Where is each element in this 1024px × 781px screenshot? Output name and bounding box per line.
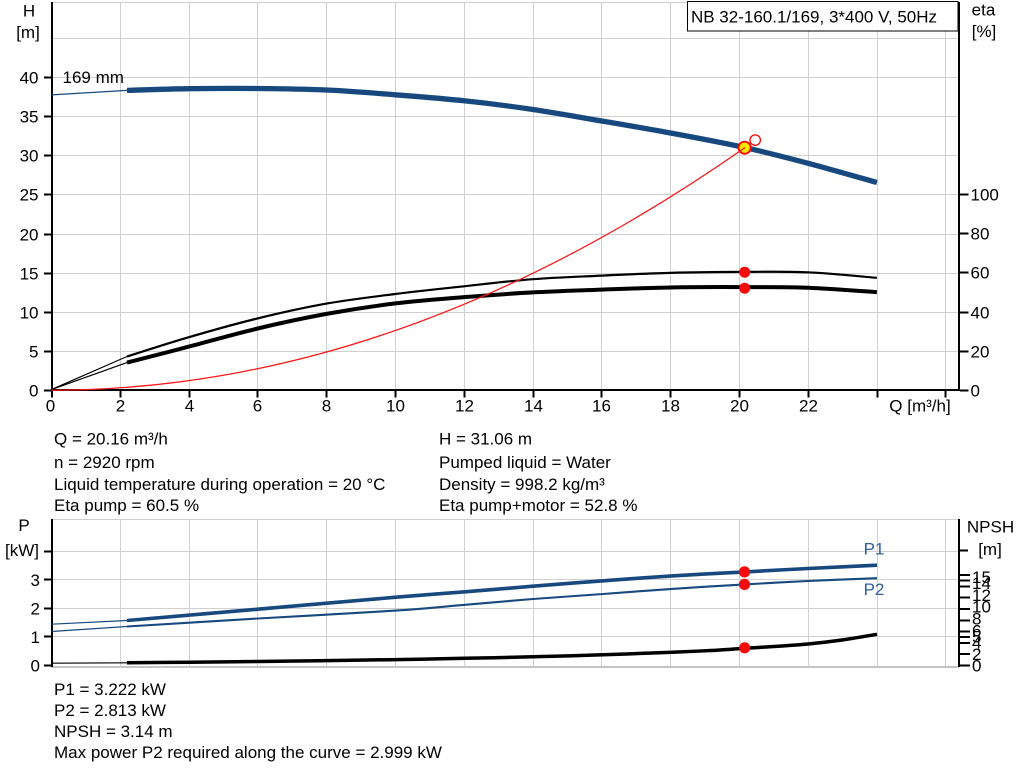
svg-text:Q [m³/h]: Q [m³/h] (889, 397, 950, 416)
svg-text:20: 20 (971, 343, 990, 362)
svg-text:P2: P2 (864, 580, 885, 599)
svg-text:6: 6 (972, 622, 981, 641)
svg-text:3: 3 (31, 571, 40, 590)
svg-text:10: 10 (20, 304, 39, 323)
svg-text:[m]: [m] (978, 540, 1002, 559)
svg-text:Liquid temperature during oper: Liquid temperature during operation = 20… (54, 475, 385, 494)
svg-text:15: 15 (972, 568, 991, 587)
svg-text:4: 4 (185, 397, 194, 416)
svg-text:0: 0 (972, 657, 981, 676)
svg-text:5: 5 (972, 627, 981, 646)
svg-text:eta: eta (972, 1, 996, 20)
svg-text:20: 20 (20, 226, 39, 245)
svg-text:0: 0 (46, 397, 55, 416)
svg-text:14: 14 (524, 397, 543, 416)
svg-text:NB 32-160.1/169, 3*400 V, 50Hz: NB 32-160.1/169, 3*400 V, 50Hz (691, 8, 937, 27)
svg-text:12: 12 (972, 586, 991, 605)
svg-text:P1 = 3.222 kW: P1 = 3.222 kW (54, 680, 166, 699)
svg-text:2: 2 (116, 397, 125, 416)
svg-text:30: 30 (20, 147, 39, 166)
svg-text:[kW]: [kW] (5, 541, 39, 560)
svg-text:n = 2920 rpm: n = 2920 rpm (54, 453, 155, 472)
svg-text:H: H (23, 2, 35, 21)
svg-text:10: 10 (386, 397, 405, 416)
svg-text:5: 5 (29, 343, 38, 362)
svg-text:8: 8 (972, 610, 981, 629)
svg-text:4: 4 (972, 633, 981, 652)
svg-text:12: 12 (455, 397, 474, 416)
svg-text:0: 0 (971, 382, 980, 401)
svg-text:80: 80 (971, 225, 990, 244)
svg-text:NPSH: NPSH (967, 518, 1014, 537)
svg-text:2: 2 (972, 645, 981, 664)
svg-text:60: 60 (971, 264, 990, 283)
svg-text:40: 40 (20, 69, 39, 88)
svg-text:100: 100 (971, 186, 999, 205)
svg-text:1: 1 (31, 628, 40, 647)
svg-text:0: 0 (29, 382, 38, 401)
svg-text:NPSH = 3.14 m: NPSH = 3.14 m (54, 722, 173, 741)
svg-text:[m]: [m] (16, 23, 40, 42)
svg-text:P2 = 2.813 kW: P2 = 2.813 kW (54, 701, 166, 720)
svg-text:16: 16 (592, 397, 611, 416)
svg-text:25: 25 (20, 186, 39, 205)
svg-text:0: 0 (31, 657, 40, 676)
svg-text:Q = 20.16 m³/h: Q = 20.16 m³/h (54, 430, 168, 449)
svg-text:Eta pump+motor = 52.8 %: Eta pump+motor = 52.8 % (439, 496, 637, 515)
svg-text:35: 35 (20, 108, 39, 127)
svg-text:18: 18 (661, 397, 680, 416)
svg-text:[%]: [%] (972, 22, 997, 41)
svg-text:Density = 998.2 kg/m³: Density = 998.2 kg/m³ (439, 475, 605, 494)
svg-text:Max power P2 required along th: Max power P2 required along the curve = … (54, 743, 442, 762)
svg-text:P1: P1 (864, 540, 885, 559)
svg-text:P: P (18, 516, 29, 535)
svg-text:15: 15 (20, 265, 39, 284)
svg-text:169 mm: 169 mm (63, 68, 124, 87)
svg-text:2: 2 (31, 600, 40, 619)
svg-text:22: 22 (799, 397, 818, 416)
svg-text:14: 14 (972, 574, 991, 593)
svg-text:Pumped liquid = Water: Pumped liquid = Water (439, 453, 611, 472)
svg-text:8: 8 (322, 397, 331, 416)
svg-text:20: 20 (730, 397, 749, 416)
svg-text:40: 40 (971, 304, 990, 323)
svg-text:H = 31.06 m: H = 31.06 m (439, 430, 532, 449)
svg-text:Eta pump = 60.5 %: Eta pump = 60.5 % (54, 496, 199, 515)
svg-text:10: 10 (972, 598, 991, 617)
svg-text:6: 6 (253, 397, 262, 416)
